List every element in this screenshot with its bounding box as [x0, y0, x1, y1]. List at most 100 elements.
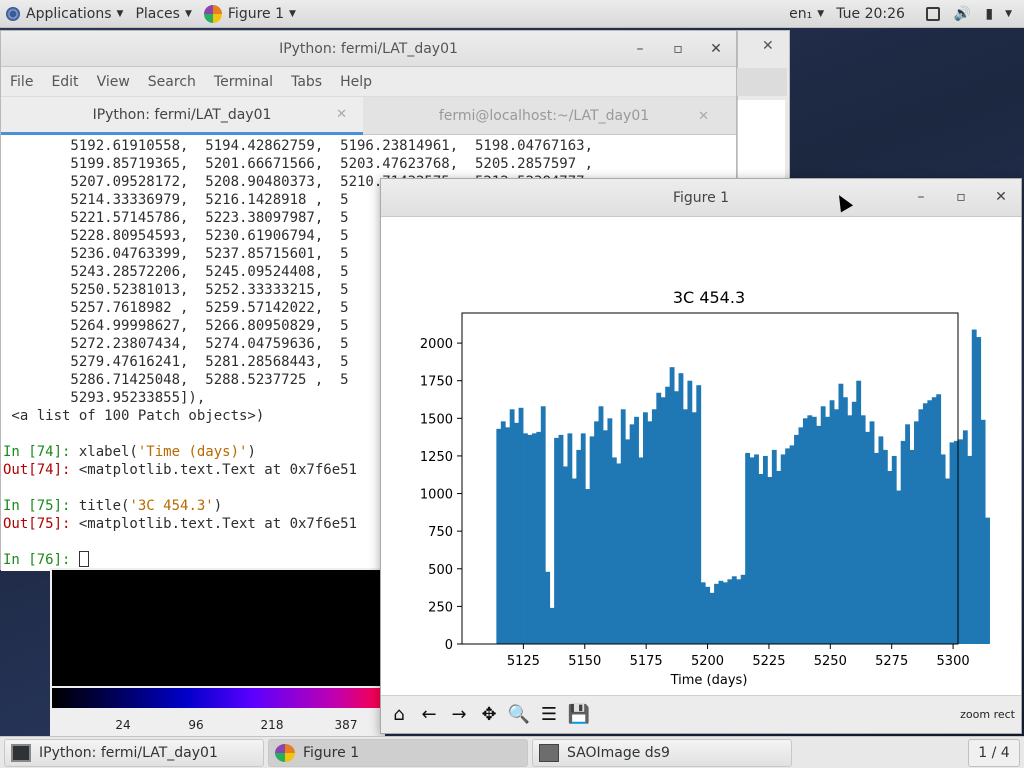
- menu-file[interactable]: File: [10, 73, 34, 90]
- histogram-bar: [914, 421, 919, 644]
- terminal-icon: [11, 743, 31, 762]
- histogram-bar: [714, 583, 719, 644]
- histogram-bar: [540, 406, 546, 644]
- workspace-switcher[interactable]: 1 / 4: [968, 738, 1020, 767]
- input-line-76[interactable]: In [76]:: [3, 551, 736, 569]
- close-icon[interactable]: ✕: [995, 189, 1007, 205]
- applications-menu[interactable]: Applications ▼: [0, 0, 129, 28]
- histogram-bar: [980, 419, 986, 644]
- background-window-toolbar: [737, 68, 787, 96]
- command-end: ): [213, 498, 223, 514]
- save-icon: 💾: [567, 704, 591, 725]
- pan-button[interactable]: ✥: [475, 701, 503, 729]
- histogram-bar: [660, 397, 666, 644]
- configure-button[interactable]: ☰: [535, 701, 563, 729]
- histogram-bar: [851, 401, 857, 644]
- histogram-bar: [945, 478, 950, 644]
- x-tick-label: 5125: [507, 654, 540, 669]
- ds9-window[interactable]: 24 96 218 387: [50, 568, 385, 736]
- tab-ipython[interactable]: IPython: fermi/LAT_day01 ✕: [1, 97, 363, 135]
- histogram-bar: [629, 424, 635, 644]
- text-cursor: [78, 551, 89, 567]
- clock[interactable]: Tue 20:26: [830, 0, 911, 28]
- task-figure[interactable]: Figure 1: [268, 738, 528, 767]
- histogram-bar: [785, 448, 791, 644]
- command: xlabel(: [78, 444, 138, 460]
- menu-tabs[interactable]: Tabs: [291, 73, 323, 90]
- y-tick-label: 1500: [420, 412, 453, 427]
- histogram-bar: [731, 576, 737, 644]
- menu-terminal[interactable]: Terminal: [213, 73, 274, 90]
- task-label: Figure 1: [303, 744, 360, 761]
- keyboard-layout-menu[interactable]: en₁ ▼: [783, 0, 830, 28]
- colorbar-tick: 24: [115, 718, 131, 732]
- minimize-icon[interactable]: –: [917, 189, 925, 205]
- histogram-bar: [620, 409, 626, 644]
- histogram-bar: [607, 418, 613, 644]
- colorbar-tick: 387: [334, 718, 358, 732]
- histogram-bar: [927, 400, 933, 644]
- terminal-titlebar[interactable]: IPython: fermi/LAT_day01 – ▫ ✕: [1, 31, 736, 67]
- forward-button[interactable]: →: [445, 701, 473, 729]
- histogram-bar: [527, 434, 533, 644]
- task-label: SAOImage ds9: [567, 744, 670, 761]
- out-prompt: Out[75]:: [3, 516, 79, 532]
- tab-shell[interactable]: fermi@localhost:~/LAT_day01 ✕: [363, 97, 725, 135]
- menu-edit[interactable]: Edit: [51, 73, 79, 90]
- histogram-bar: [700, 582, 706, 644]
- x-tick-label: 5300: [937, 654, 970, 669]
- forward-icon: →: [451, 704, 467, 725]
- y-tick-label: 750: [428, 525, 453, 540]
- menu-help[interactable]: Help: [340, 73, 372, 90]
- maximize-icon[interactable]: ▫: [956, 189, 966, 205]
- back-button[interactable]: ←: [415, 701, 443, 729]
- histogram-bar: [985, 517, 990, 644]
- figure-canvas[interactable]: 3C 454.3 5125 5150 5175 5200 5225 5250 5275 530…: [381, 217, 1021, 695]
- figure-window[interactable]: Figure 1 – ▫ ✕ 3C 454.3 5125 5150 5175 5200…: [380, 178, 1022, 734]
- ds9-image-frame[interactable]: [52, 570, 385, 686]
- menu-search[interactable]: Search: [147, 73, 196, 90]
- histogram-bar: [905, 424, 910, 644]
- histogram-bar: [754, 454, 759, 644]
- close-icon[interactable]: ✕: [698, 108, 709, 124]
- save-button[interactable]: 💾: [565, 701, 593, 729]
- histogram-bar: [718, 580, 724, 644]
- x-tick-label: 5175: [630, 654, 663, 669]
- histogram-bar: [896, 490, 902, 644]
- clock-label: Tue 20:26: [836, 5, 905, 22]
- ds9-colorbar[interactable]: [52, 688, 385, 708]
- minimize-icon[interactable]: –: [636, 41, 644, 57]
- battery-icon[interactable]: ▮: [985, 5, 994, 22]
- y-tick-label: 1750: [420, 375, 453, 390]
- zoom-button[interactable]: 🔍: [505, 701, 533, 729]
- active-window-menu[interactable]: Figure 1 ▼: [198, 0, 302, 28]
- colorbar-tick: 96: [188, 718, 204, 732]
- colorbar-tick: 218: [260, 718, 284, 732]
- menu-view[interactable]: View: [96, 73, 130, 90]
- y-tick-label: 2000: [420, 337, 453, 352]
- task-ipython[interactable]: IPython: fermi/LAT_day01: [4, 738, 264, 767]
- close-icon[interactable]: ✕: [710, 41, 722, 57]
- input-line-74: In [74]: xlabel('Time (days)'): [3, 443, 736, 461]
- output-line: 5250.52381013, 5252.33333215, 5: [3, 282, 349, 298]
- histogram-bar: [647, 421, 653, 644]
- histogram-bar: [882, 449, 888, 644]
- task-ds9[interactable]: SAOImage ds9: [532, 738, 792, 767]
- histogram-bar: [922, 403, 928, 644]
- close-icon[interactable]: ✕: [762, 38, 774, 54]
- close-icon[interactable]: ✕: [336, 107, 347, 122]
- histogram-bar: [696, 385, 702, 644]
- volume-icon[interactable]: 🔊: [953, 5, 972, 22]
- histogram-bar: [842, 397, 848, 644]
- maximize-icon[interactable]: ▫: [673, 41, 683, 57]
- histogram-bar: [705, 586, 711, 644]
- chevron-down-icon[interactable]: ▼: [1005, 8, 1012, 19]
- terminal-window[interactable]: IPython: fermi/LAT_day01 – ▫ ✕ File Edit…: [0, 30, 737, 571]
- places-menu[interactable]: Places ▼: [129, 0, 197, 28]
- home-button[interactable]: ⌂: [385, 701, 413, 729]
- figure-titlebar[interactable]: Figure 1 – ▫ ✕: [381, 179, 1021, 217]
- window-icon[interactable]: [925, 6, 940, 21]
- axes-frame: [461, 312, 959, 645]
- histogram-bar: [780, 454, 786, 644]
- histogram-bar: [545, 571, 551, 644]
